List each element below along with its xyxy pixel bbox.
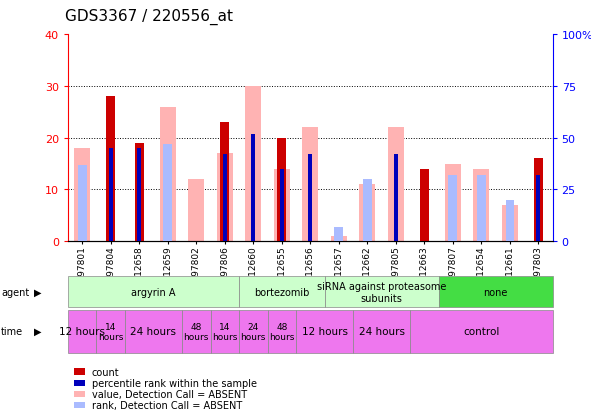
- Bar: [309, 155, 312, 242]
- Text: ▶: ▶: [34, 287, 41, 297]
- Bar: [331, 236, 346, 242]
- Bar: [251, 134, 255, 242]
- Text: rank, Detection Call = ABSENT: rank, Detection Call = ABSENT: [92, 400, 242, 410]
- Bar: [217, 154, 233, 242]
- Bar: [160, 107, 176, 242]
- Bar: [74, 149, 90, 242]
- Text: bortezomib: bortezomib: [254, 287, 310, 297]
- Text: 14
hours: 14 hours: [98, 322, 124, 341]
- Text: argyrin A: argyrin A: [131, 287, 176, 297]
- Bar: [189, 180, 204, 242]
- Bar: [274, 169, 290, 242]
- Text: GDS3367 / 220556_at: GDS3367 / 220556_at: [65, 9, 233, 25]
- Bar: [449, 176, 457, 242]
- Bar: [359, 185, 375, 242]
- Bar: [303, 128, 318, 242]
- Bar: [394, 155, 398, 242]
- Text: ▶: ▶: [34, 326, 41, 337]
- Text: 12 hours: 12 hours: [301, 326, 348, 337]
- Text: 24
hours: 24 hours: [241, 322, 266, 341]
- Bar: [420, 169, 428, 242]
- Bar: [106, 97, 115, 242]
- Text: 24 hours: 24 hours: [131, 326, 177, 337]
- Bar: [135, 143, 144, 242]
- Bar: [223, 155, 227, 242]
- Bar: [534, 159, 543, 242]
- Text: 24 hours: 24 hours: [359, 326, 405, 337]
- Text: time: time: [1, 326, 23, 337]
- Bar: [280, 169, 284, 242]
- Bar: [164, 145, 172, 242]
- Text: siRNA against proteasome
subunits: siRNA against proteasome subunits: [317, 281, 446, 303]
- Text: agent: agent: [1, 287, 30, 297]
- Text: count: count: [92, 367, 119, 377]
- Bar: [502, 206, 518, 242]
- Bar: [220, 123, 229, 242]
- Text: percentile rank within the sample: percentile rank within the sample: [92, 378, 256, 388]
- Bar: [137, 149, 141, 242]
- Bar: [388, 128, 404, 242]
- Text: 14
hours: 14 hours: [212, 322, 238, 341]
- Bar: [335, 227, 343, 242]
- Text: 48
hours: 48 hours: [269, 322, 294, 341]
- Bar: [363, 180, 372, 242]
- Bar: [278, 138, 286, 242]
- Text: none: none: [483, 287, 508, 297]
- Bar: [78, 165, 86, 242]
- Text: value, Detection Call = ABSENT: value, Detection Call = ABSENT: [92, 389, 246, 399]
- Bar: [537, 176, 540, 242]
- Bar: [473, 169, 489, 242]
- Text: 48
hours: 48 hours: [184, 322, 209, 341]
- Text: 12 hours: 12 hours: [59, 326, 105, 337]
- Bar: [477, 176, 486, 242]
- Bar: [245, 87, 261, 242]
- Bar: [445, 164, 460, 242]
- Text: control: control: [463, 326, 499, 337]
- Bar: [109, 149, 113, 242]
- Bar: [505, 200, 514, 242]
